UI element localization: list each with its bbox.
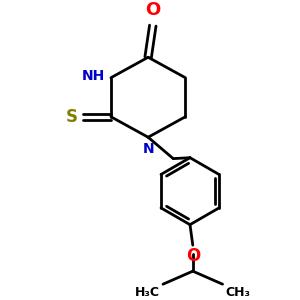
Text: O: O: [145, 1, 160, 19]
Text: CH₃: CH₃: [225, 286, 250, 299]
Text: N: N: [142, 142, 154, 156]
Text: O: O: [186, 247, 200, 265]
Text: NH: NH: [82, 69, 105, 83]
Text: S: S: [65, 108, 77, 126]
Text: H₃C: H₃C: [135, 286, 160, 299]
